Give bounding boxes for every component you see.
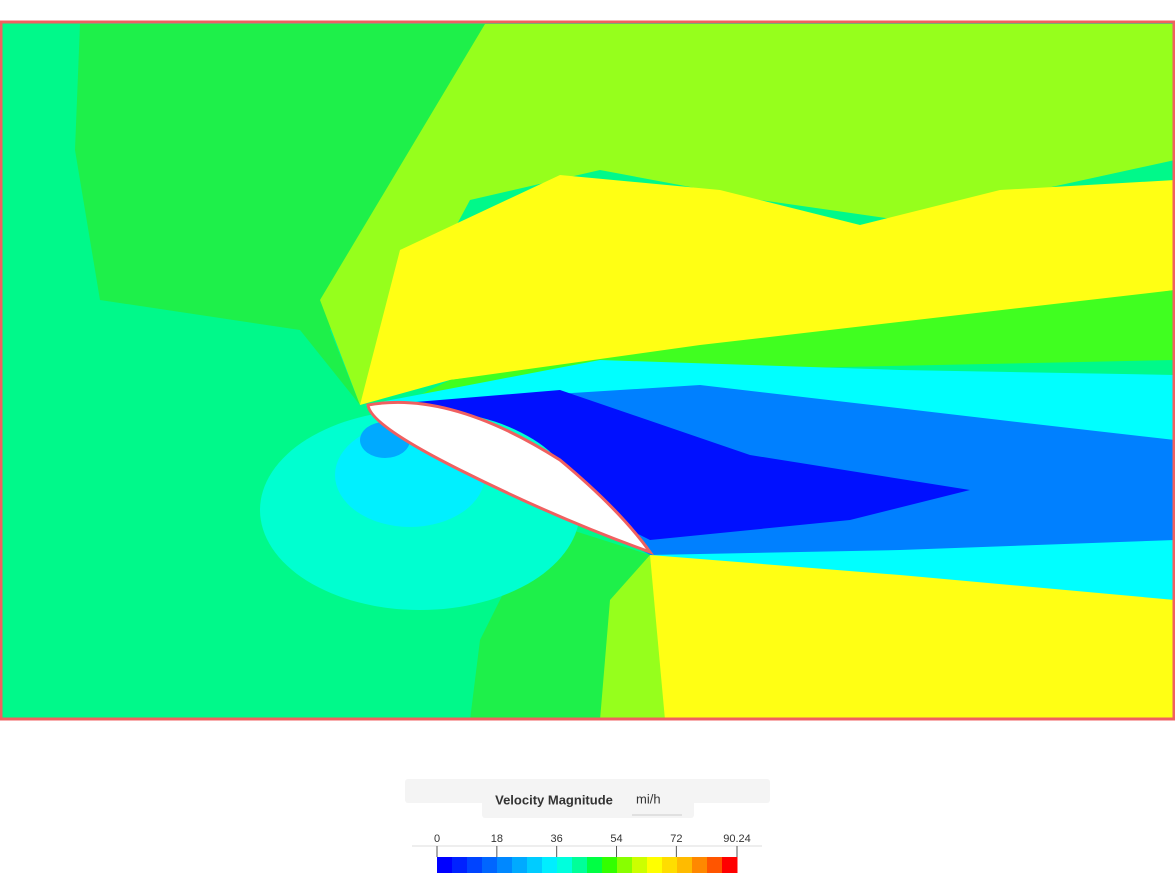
color-segment	[497, 857, 513, 873]
tick-label: 90.24	[723, 833, 751, 845]
tick-label: 72	[670, 833, 682, 845]
legend-tab	[482, 790, 694, 818]
color-segment	[677, 857, 693, 873]
color-segment	[452, 857, 468, 873]
contour-field	[0, 20, 1175, 721]
color-segment	[707, 857, 723, 873]
tick-label: 54	[610, 833, 622, 845]
tick-label: 36	[551, 833, 563, 845]
airfoil	[366, 400, 654, 556]
color-segment	[467, 857, 483, 873]
color-segment	[692, 857, 708, 873]
color-segment	[602, 857, 618, 873]
color-segment	[557, 857, 573, 873]
color-segment	[722, 857, 738, 873]
color-segment	[647, 857, 663, 873]
domain-border	[0, 20, 1175, 721]
color-segment	[482, 857, 498, 873]
color-segment	[437, 857, 453, 873]
legend: Velocity Magnitude mi/h	[405, 779, 770, 818]
color-segment	[527, 857, 543, 873]
color-segment	[542, 857, 558, 873]
color-segment	[662, 857, 678, 873]
tick-label: 0	[434, 833, 440, 845]
legend-title: Velocity Magnitude	[495, 792, 613, 807]
tick-label: 18	[491, 833, 503, 845]
color-segment	[632, 857, 648, 873]
color-segment	[617, 857, 633, 873]
color-segment	[587, 857, 603, 873]
unit-selector[interactable]: mi/h	[636, 791, 661, 806]
color-segment	[572, 857, 588, 873]
color-segment	[512, 857, 528, 873]
